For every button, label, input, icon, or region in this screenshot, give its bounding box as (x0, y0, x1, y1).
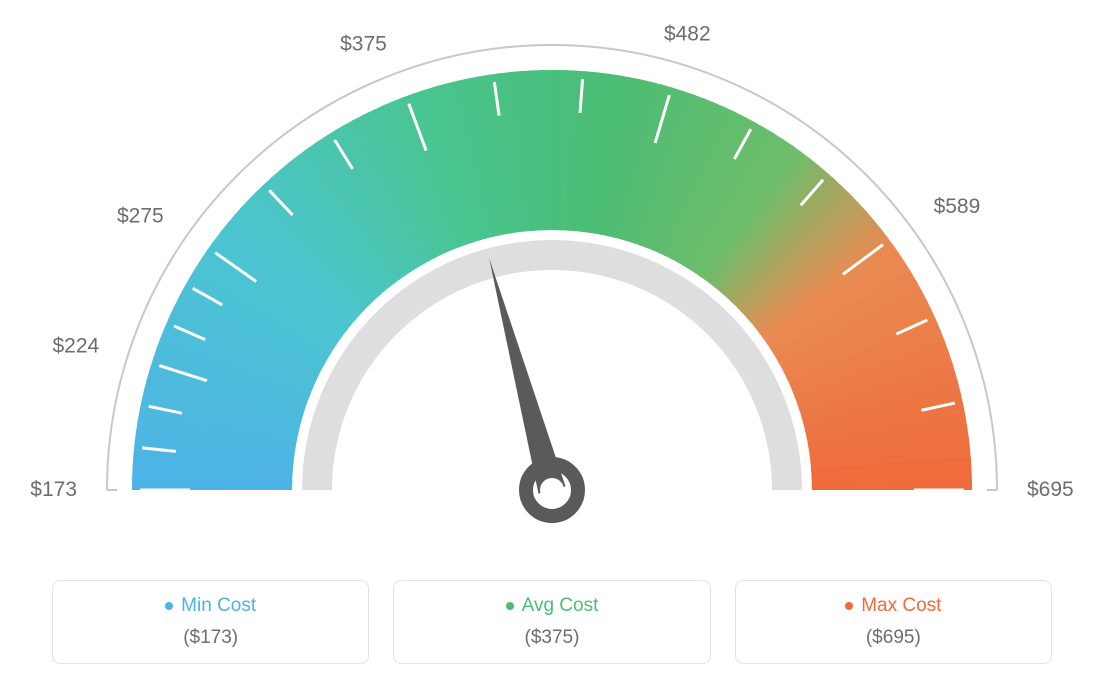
svg-text:$695: $695 (1027, 478, 1074, 501)
gauge-chart-container: $173 $224 $275 $375 $482 $589 $695 Min Cost ($… (0, 0, 1104, 690)
legend-label-min: Min Cost (181, 595, 256, 617)
legend-value-avg: ($375) (404, 627, 699, 649)
legend-box-avg: Avg Cost ($375) (393, 580, 710, 664)
legend-dot-min (165, 602, 173, 610)
legend-value-max: ($695) (746, 627, 1041, 649)
svg-text:$224: $224 (52, 334, 99, 357)
legend-label-max: Max Cost (861, 595, 941, 617)
svg-text:$375: $375 (340, 33, 387, 56)
legend-title-avg: Avg Cost (506, 595, 599, 617)
legend-box-min: Min Cost ($173) (52, 580, 369, 664)
legend-dot-avg (506, 602, 514, 610)
legend-row: Min Cost ($173) Avg Cost ($375) Max Cost… (0, 580, 1104, 664)
legend-title-max: Max Cost (845, 595, 941, 617)
svg-text:$275: $275 (117, 204, 164, 227)
svg-text:$173: $173 (30, 478, 77, 501)
legend-box-max: Max Cost ($695) (735, 580, 1052, 664)
svg-text:$482: $482 (664, 23, 711, 46)
svg-text:$589: $589 (934, 195, 981, 218)
legend-label-avg: Avg Cost (522, 595, 599, 617)
legend-title-min: Min Cost (165, 595, 256, 617)
legend-value-min: ($173) (63, 627, 358, 649)
legend-dot-max (845, 602, 853, 610)
